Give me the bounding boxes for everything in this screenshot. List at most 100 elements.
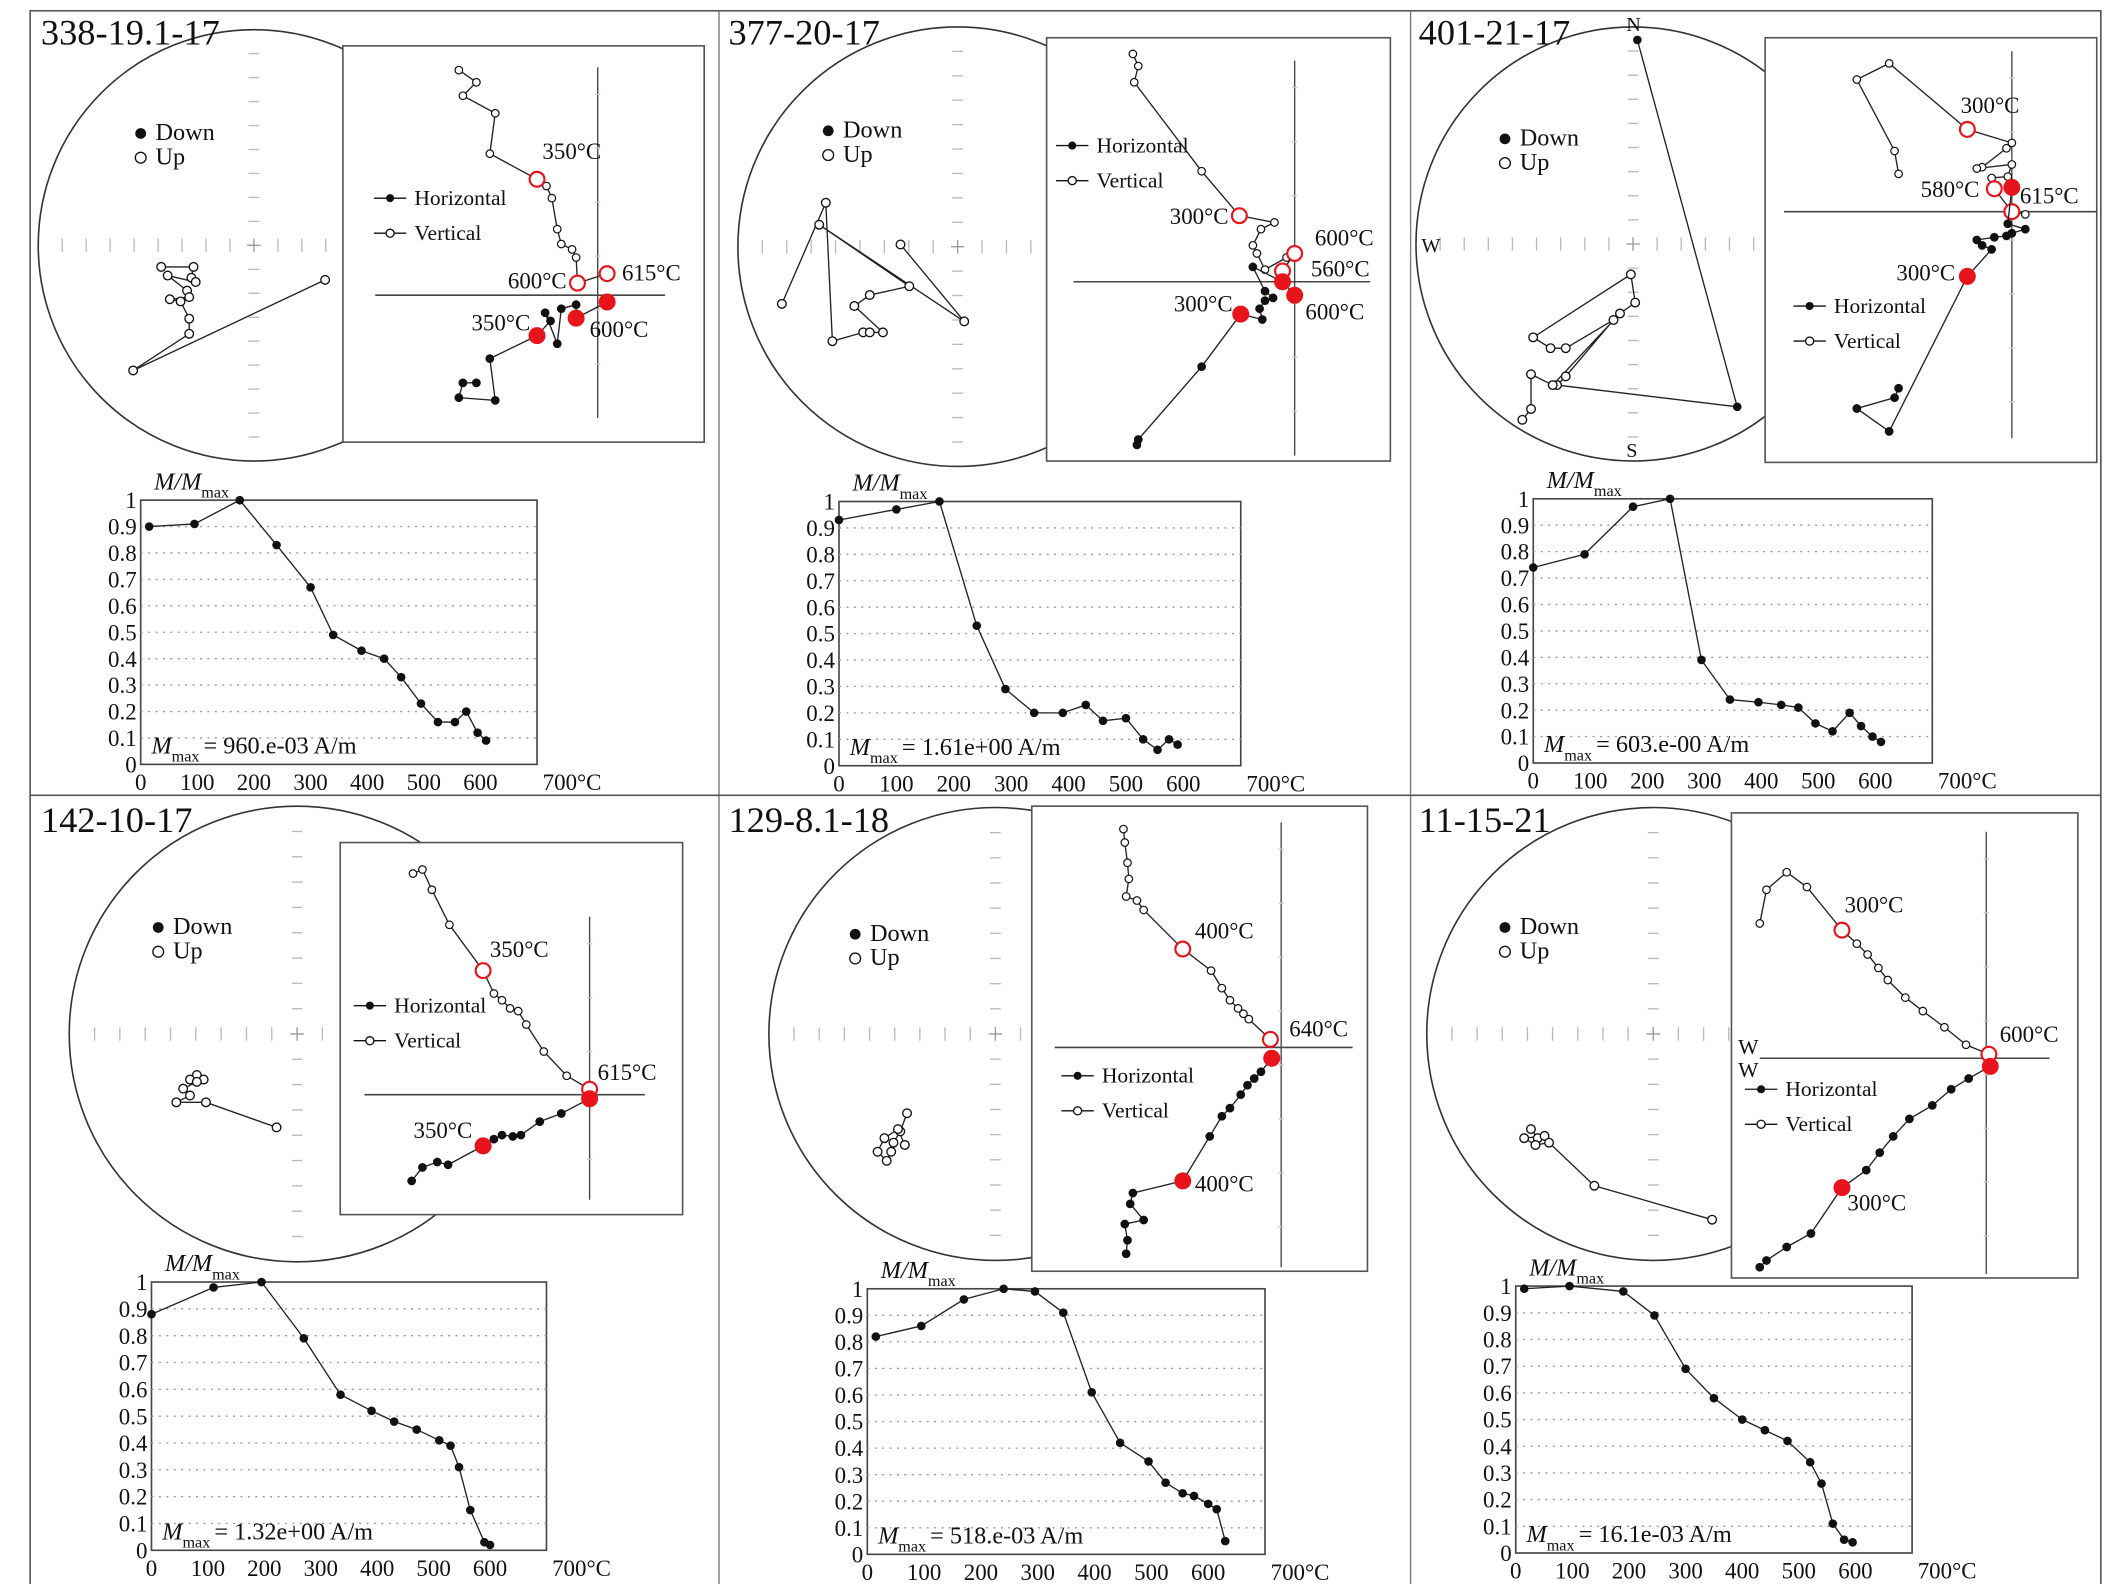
axis-label-w: W	[1738, 1058, 1759, 1082]
x-tick-label: 600	[1166, 771, 1200, 796]
zijderveld-horizontal-highlight-point	[1833, 1179, 1851, 1197]
legend-down-icon	[135, 128, 147, 139]
demag-data-point	[299, 1334, 309, 1343]
mmax-subscript: max	[1564, 747, 1592, 764]
demag-data-point	[892, 505, 901, 514]
y-tick-label: 0.9	[108, 515, 137, 540]
stereonet-point-up	[902, 1108, 913, 1119]
y-tick-label: 1	[136, 1270, 147, 1295]
zijderveld-vertical-point	[521, 1020, 531, 1029]
y-tick-label: 0.1	[119, 1512, 148, 1537]
legend-down-icon	[822, 125, 834, 137]
y-axis-title-main: M/M	[880, 1257, 930, 1284]
zijderveld-vertical-point	[1890, 146, 1899, 156]
legend-horizontal-label: Horizontal	[1102, 1064, 1194, 1088]
direction-label-s: S	[1626, 440, 1637, 462]
stereonet-point-up	[1539, 1130, 1550, 1141]
zijderveld-horizontal-highlight-point	[2003, 178, 2021, 196]
demag-data-point	[147, 1309, 156, 1319]
zijderveld-vertical-highlight-point	[1985, 180, 2003, 198]
zijderveld-horizontal-point	[1987, 245, 1996, 254]
y-tick-label: 0.6	[119, 1377, 148, 1402]
mmax-symbol: M	[877, 1523, 900, 1550]
zijderveld-vertical-point	[489, 989, 499, 998]
stereonet-point-up	[1630, 297, 1641, 308]
zijderveld-horizontal-point	[1260, 286, 1270, 296]
zijderveld-vertical-point	[454, 65, 464, 75]
mmax-subscript: max	[1547, 1537, 1575, 1554]
stereonet-point-up	[904, 281, 915, 292]
x-tick-label: 600	[1191, 1560, 1225, 1584]
zijderveld-vertical-point	[567, 245, 577, 254]
zijderveld-horizontal-point	[1861, 1165, 1871, 1175]
legend-vertical-icon	[1072, 1106, 1083, 1116]
zijderveld-horizontal-highlight-point	[1263, 1049, 1281, 1067]
y-tick-label: 0.2	[835, 1489, 864, 1514]
stereonet-point-up	[1547, 380, 1558, 391]
y-tick-label: 0.6	[108, 594, 137, 619]
zijderveld-horizontal-point	[516, 1130, 526, 1140]
x-tick-label: 200	[1612, 1559, 1646, 1584]
x-tick-label: 600	[473, 1556, 507, 1581]
mmax-symbol: M	[150, 733, 173, 760]
zijderveld-plot: 350°C 615°C 350°C Horizontal Vertical	[339, 841, 684, 1216]
stereonet-point-up	[1545, 343, 1556, 354]
temperature-label: 350°C	[414, 1118, 473, 1143]
zijderveld-horizontal-point	[552, 339, 562, 349]
stereonet-point-up	[814, 219, 825, 230]
demag-data-point	[1811, 719, 1820, 728]
legend-vertical-icon	[365, 1036, 375, 1046]
zijderveld-vertical-point	[445, 920, 454, 930]
legend-horizontal-icon	[1757, 1085, 1766, 1094]
zijderveld-horizontal-point	[1217, 1111, 1227, 1121]
stereonet-point-up	[1530, 1139, 1541, 1150]
demag-plot-frame	[1532, 497, 1934, 764]
x-tick-label: 0	[862, 1560, 873, 1584]
demag-data-point	[1565, 1281, 1574, 1291]
x-tick-label: 300	[994, 771, 1028, 796]
y-tick-label: 0.3	[835, 1463, 864, 1488]
x-tick-label: 100	[1555, 1559, 1589, 1584]
stereonet-point-up	[1528, 332, 1539, 343]
y-axis-title: M/Mmax	[164, 1250, 240, 1283]
zijderveld-vertical-highlight-point	[2003, 203, 2021, 221]
y-axis-title-main: M/M	[153, 468, 203, 495]
demag-data-point	[1121, 713, 1131, 723]
zijderveld-horizontal-highlight-point	[1981, 1057, 1999, 1075]
zijderveld-vertical-point	[1197, 166, 1207, 176]
zijderveld-vertical-point	[1120, 838, 1130, 847]
y-tick-label: 0.9	[806, 516, 835, 541]
temperature-label: 600°C	[1305, 299, 1364, 324]
stereonet-point-up	[1625, 269, 1636, 280]
zijderveld-horizontal-highlight-point	[581, 1090, 599, 1108]
zijderveld-horizontal-highlight-point	[1958, 267, 1976, 285]
legend-horizontal-label: Horizontal	[1785, 1077, 1877, 1101]
zijderveld-horizontal-point	[1977, 240, 1987, 250]
x-tick-label: 0	[146, 1556, 157, 1581]
y-axis-title: M/Mmax	[880, 1257, 956, 1290]
demag-data-point	[306, 583, 315, 592]
zijderveld-horizontal-point	[1236, 1090, 1246, 1100]
stereonet-point-up	[188, 261, 199, 272]
y-axis-title: M/Mmax	[153, 468, 229, 501]
x-tick-label: 400	[1077, 1560, 1111, 1584]
zijderveld-horizontal-point	[1852, 404, 1862, 413]
legend-up-label: Up	[1520, 937, 1550, 964]
sample-title: 401-21-17	[1419, 12, 1571, 52]
zijderveld-vertical-highlight-point	[598, 265, 616, 283]
zijderveld-vertical-point	[1884, 58, 1894, 68]
mmax-annotation: Mmax = 960.e-03 A/m	[150, 733, 356, 766]
demag-data-point	[1828, 726, 1837, 736]
stereonet-point-up	[827, 336, 838, 347]
mmax-annotation: Mmax = 518.e-03 A/m	[877, 1523, 1083, 1556]
y-tick-label: 0.2	[108, 700, 137, 725]
zijderveld-vertical-highlight-point	[1230, 207, 1248, 225]
sample-title: 377-20-17	[728, 12, 880, 52]
demag-data-point	[412, 1425, 421, 1434]
figure-frame	[29, 9, 2102, 1584]
temperature-label: 350°C	[490, 937, 549, 962]
zijderveld-vertical-highlight-point	[568, 274, 586, 292]
demag-data-point	[1519, 1284, 1529, 1294]
stereonet-point-up	[178, 1083, 189, 1094]
demag-data-point	[481, 736, 491, 745]
